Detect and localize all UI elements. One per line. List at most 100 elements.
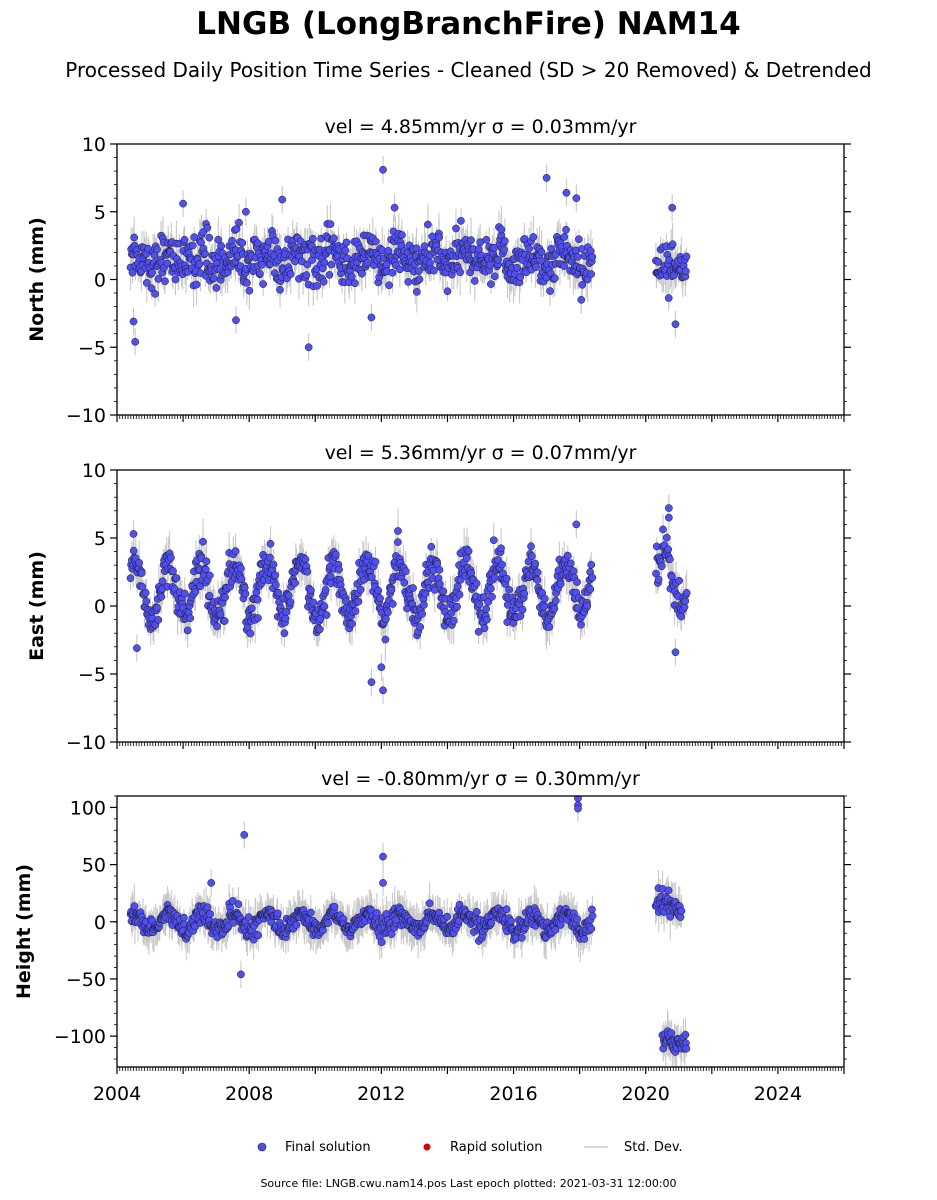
outlier-point	[542, 174, 551, 182]
data-point	[237, 575, 246, 584]
data-point	[214, 235, 223, 244]
data-point	[188, 241, 197, 250]
data-point	[195, 260, 204, 268]
data-point	[527, 542, 535, 551]
data-point	[583, 275, 592, 284]
data-point	[212, 284, 221, 292]
outlier-point	[572, 520, 581, 529]
y-axis-label: North (mm)	[26, 217, 48, 342]
data-point	[475, 600, 484, 609]
data-point	[586, 585, 595, 594]
data-point	[280, 629, 289, 638]
data-point	[420, 601, 428, 609]
data-point	[147, 284, 156, 293]
data-point	[271, 581, 280, 589]
outlier-point	[665, 513, 673, 522]
data-point	[347, 272, 356, 281]
data-point	[497, 225, 506, 234]
data-point	[163, 259, 172, 268]
data-point	[303, 567, 312, 576]
data-point	[286, 270, 295, 278]
data-point	[246, 629, 255, 638]
data-point	[351, 279, 359, 288]
data-point	[412, 244, 421, 253]
outlier-point	[304, 343, 313, 352]
data-point	[254, 931, 263, 940]
data-point	[482, 235, 491, 244]
data-point	[265, 553, 274, 562]
data-point	[206, 910, 214, 918]
data-point	[128, 268, 137, 277]
data-point	[374, 586, 383, 595]
panel-title: vel = -0.80mm/yr σ = 0.30mm/yr	[321, 768, 640, 790]
data-point	[453, 602, 461, 611]
data-point	[575, 235, 583, 244]
data-point	[232, 225, 241, 233]
data-point	[502, 574, 511, 583]
data-point	[387, 586, 396, 594]
data-point	[513, 263, 521, 272]
data-point	[356, 585, 365, 594]
data-point	[316, 614, 325, 623]
outlier-point	[278, 195, 287, 204]
data-point	[546, 287, 554, 295]
data-point	[284, 591, 293, 600]
data-point	[209, 274, 218, 282]
data-point	[428, 232, 437, 241]
data-point	[228, 236, 236, 245]
data-point	[414, 267, 423, 275]
data-point	[327, 260, 336, 269]
data-point	[480, 624, 489, 632]
data-point	[518, 605, 527, 614]
data-point	[151, 290, 160, 298]
panel-1: vel = 4.85mm/yr σ = 0.03mm/yr North (mm) −…	[26, 116, 851, 427]
data-point	[416, 623, 425, 631]
data-point	[452, 224, 460, 233]
data-point	[376, 594, 384, 603]
data-point	[247, 604, 256, 613]
data-point	[231, 547, 240, 555]
data-point	[501, 237, 509, 245]
data-point	[497, 544, 505, 553]
data-point	[161, 277, 169, 286]
data-point	[157, 592, 166, 601]
outlier-point	[129, 530, 138, 538]
data-point	[142, 597, 151, 606]
data-point	[456, 268, 465, 277]
data-point	[171, 275, 180, 284]
data-point	[313, 282, 321, 290]
data-point	[291, 579, 299, 587]
data-point	[472, 579, 481, 588]
outlier-point	[367, 313, 376, 322]
panel-title: vel = 5.36mm/yr σ = 0.07mm/yr	[325, 442, 637, 464]
data-point	[430, 586, 439, 594]
data-point	[489, 536, 498, 545]
data-point	[217, 242, 226, 250]
data-point	[142, 278, 151, 287]
data-point	[533, 568, 542, 577]
data-point	[457, 217, 465, 225]
data-point	[412, 288, 421, 296]
data-point	[467, 236, 475, 244]
data-point	[342, 238, 351, 247]
data-point	[490, 573, 499, 582]
data-point	[675, 576, 683, 585]
data-point	[659, 525, 667, 534]
data-point	[677, 612, 686, 621]
outlier-point	[379, 686, 387, 695]
data-point	[138, 582, 147, 591]
data-point	[429, 266, 438, 275]
data-point	[357, 269, 366, 278]
data-point	[470, 277, 479, 285]
data-point	[158, 577, 167, 586]
data-point	[435, 233, 444, 242]
outlier-point	[572, 194, 581, 203]
data-point	[213, 622, 221, 631]
data-point	[201, 565, 210, 574]
data-point	[258, 261, 266, 269]
data-point	[588, 573, 597, 582]
outlier-point	[179, 199, 187, 208]
data-point	[351, 607, 360, 615]
data-point	[587, 560, 596, 569]
data-point	[202, 557, 211, 566]
